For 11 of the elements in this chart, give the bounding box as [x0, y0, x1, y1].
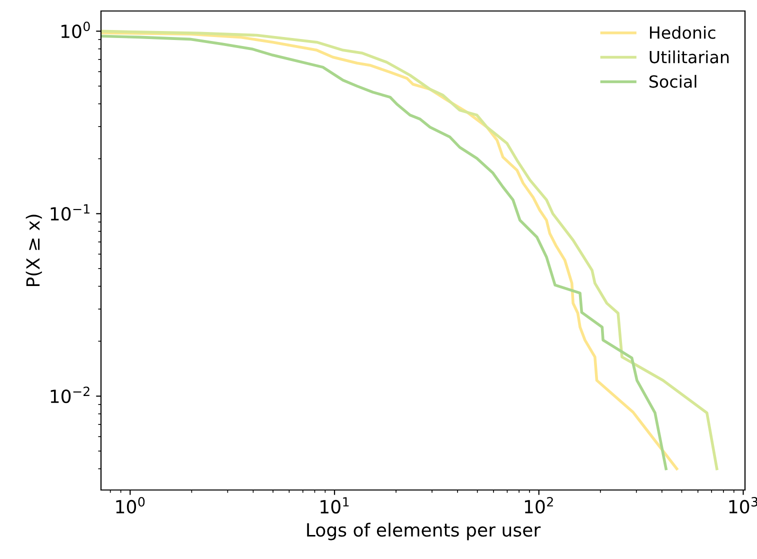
x-tick-label: 10$^{0}$	[116, 497, 145, 514]
legend-label: Social	[649, 74, 696, 88]
x-tick-label: 10$^{1}$	[320, 497, 349, 514]
x-tick-label: 10$^{2}$	[524, 497, 553, 514]
x-axis-title: Logs of elements per user	[307, 522, 541, 540]
legend-label: Hedonic	[650, 26, 716, 39]
legend-label: Utilitarian	[650, 50, 729, 64]
y-tick-label: 10$^{−1}$	[50, 204, 90, 221]
y-tick-label: 10$^{−2}$	[50, 386, 90, 404]
y-tick-label: 10$^{0}$	[61, 22, 90, 38]
y-axis-title: P(X ≥ x)	[26, 214, 42, 286]
